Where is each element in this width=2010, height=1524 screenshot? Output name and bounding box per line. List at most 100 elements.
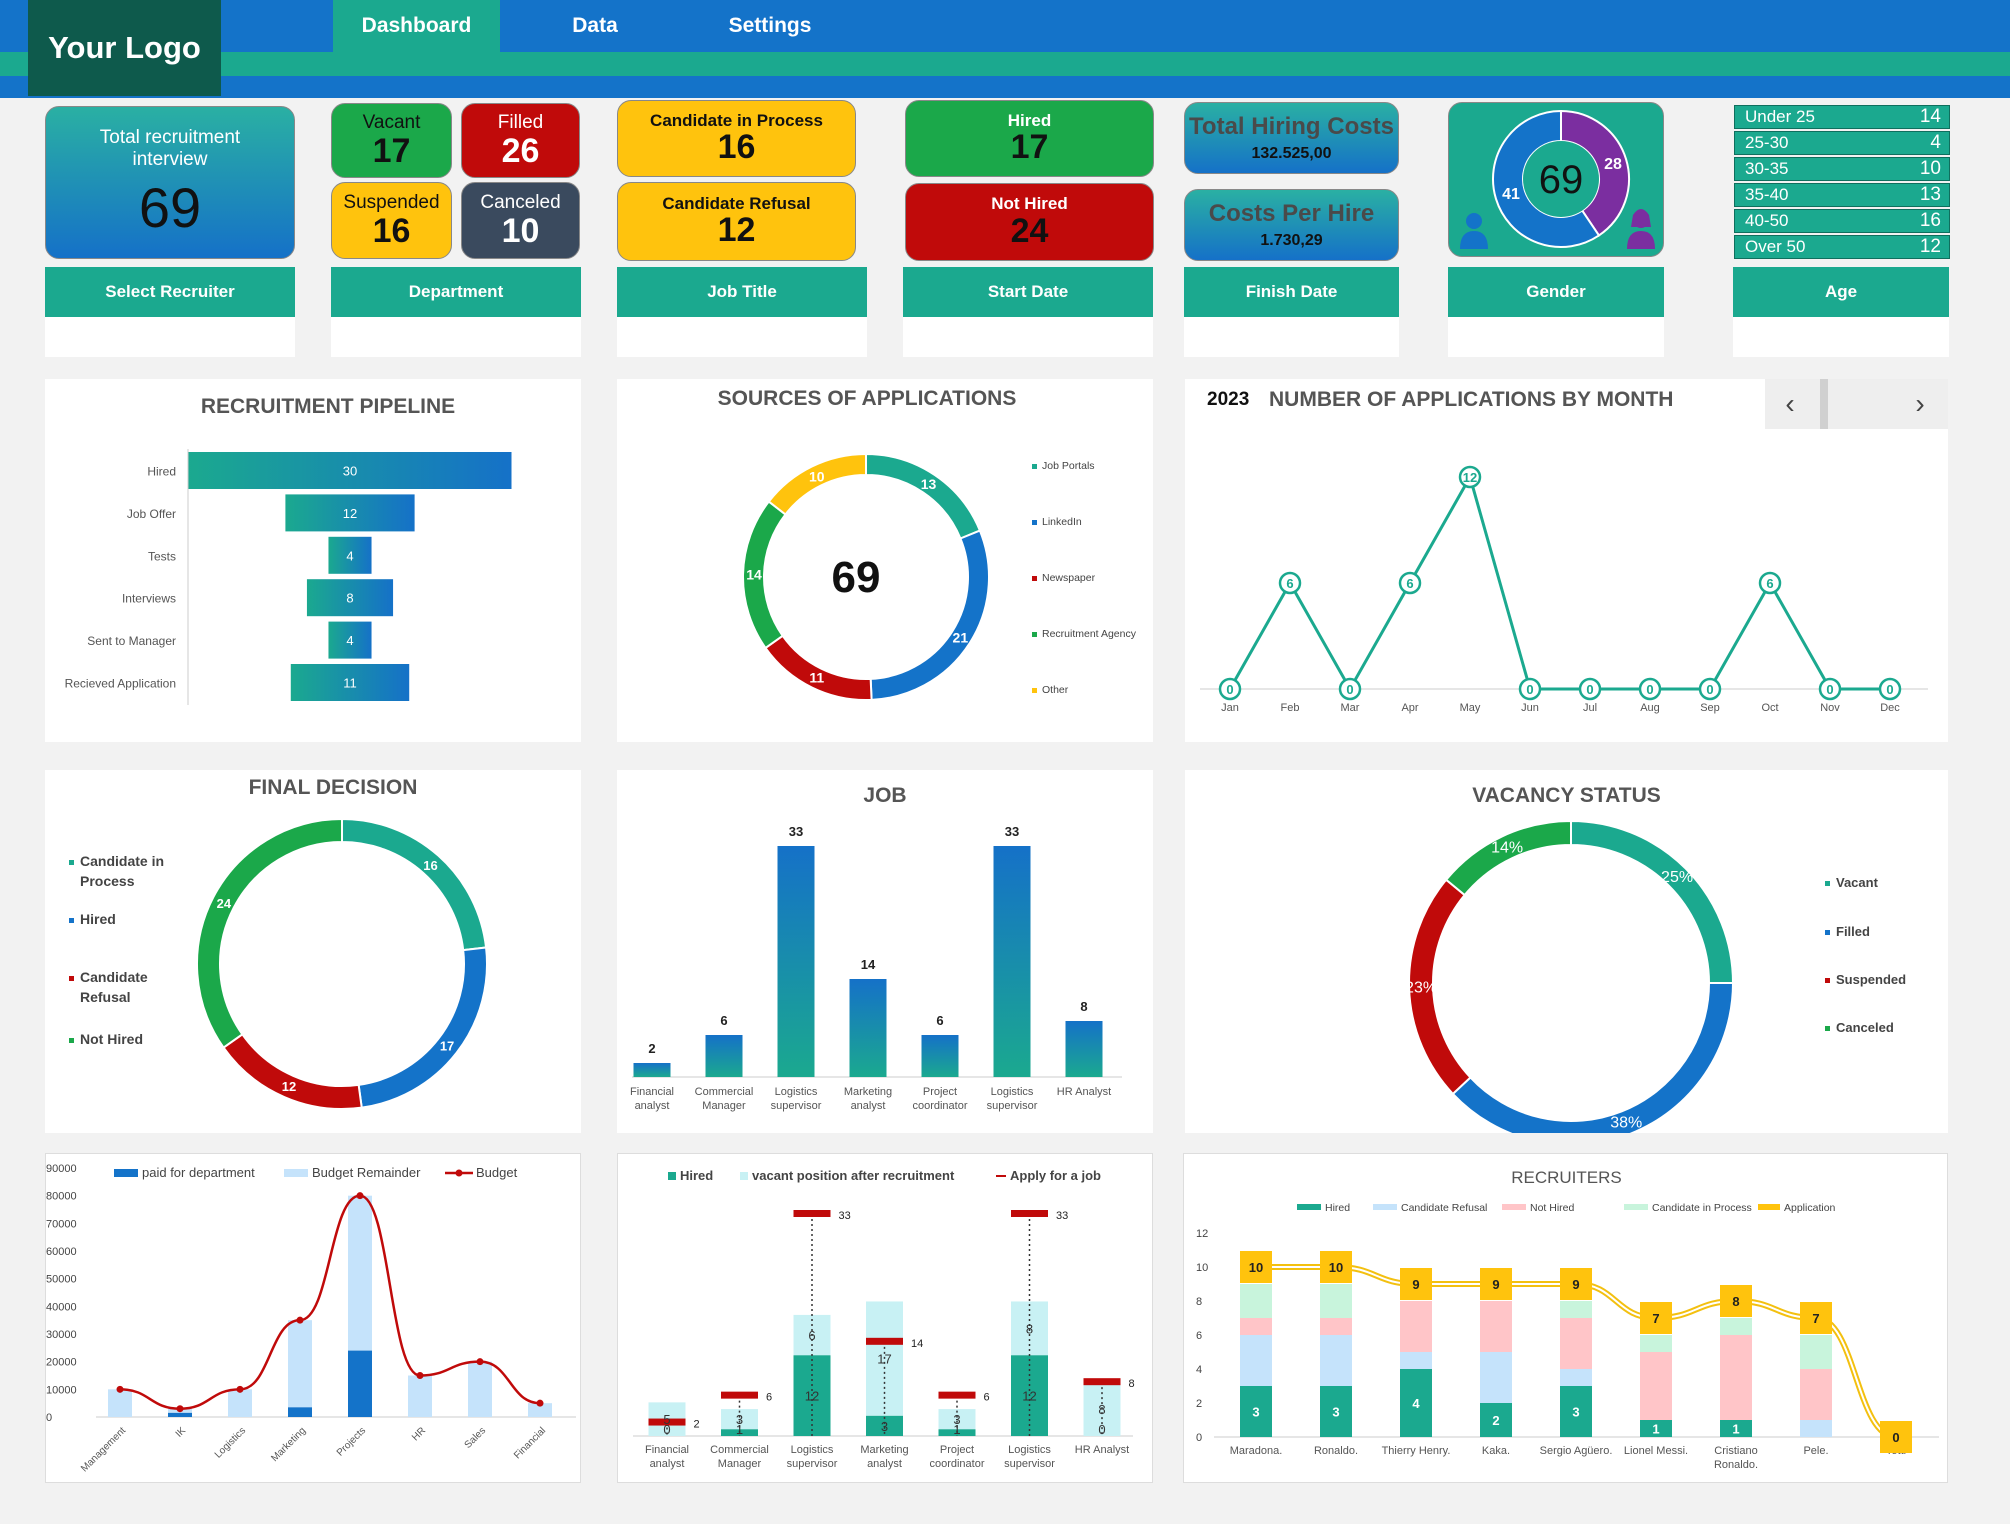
budget-category: Marketing	[269, 1425, 308, 1464]
pipeline-value: 12	[343, 506, 357, 521]
filter-start-date-label[interactable]: Start Date	[903, 267, 1153, 317]
budget-point	[536, 1399, 544, 1407]
total-hiring-costs-label: Total Hiring Costs	[1189, 113, 1394, 141]
filter-age[interactable]: Age	[1733, 267, 1949, 357]
chevron-left-icon[interactable]: ‹	[1785, 388, 1795, 419]
legend-swatch	[1825, 978, 1830, 983]
filter-department-box[interactable]	[331, 317, 581, 357]
applications-by-month-panel: 2023 NUMBER OF APPLICATIONS BY MONTH ‹ ›…	[1185, 379, 1948, 742]
application-marker	[1720, 1285, 1752, 1317]
vacant-value: 5	[663, 1412, 670, 1427]
budget-point	[176, 1405, 184, 1413]
recruitment-pipeline-chart: 30 Hired 12 Job Offer 4 Tests 8 Interviews 4 Sent…	[65, 449, 512, 705]
sources-center-value: 69	[832, 553, 881, 602]
filter-gender-label[interactable]: Gender	[1448, 267, 1664, 317]
monthly-point	[1698, 677, 1722, 701]
recruiter-bar-candidate-refusal	[1800, 1420, 1832, 1437]
hired-card: Hired 17	[905, 100, 1154, 177]
month-slicer	[1765, 379, 1948, 429]
budget-remainder-bar	[468, 1361, 492, 1417]
legend-swatch	[1032, 520, 1037, 525]
filter-department-label[interactable]: Department	[331, 267, 581, 317]
job-category-line2: supervisor	[771, 1100, 822, 1112]
job-category-line2: Manager	[702, 1100, 746, 1112]
job-category-line2: coordinator	[912, 1100, 967, 1112]
filter-select-recruiter[interactable]: Select Recruiter	[45, 267, 295, 357]
filter-gender[interactable]: Gender	[1448, 267, 1664, 357]
legend-swatch	[114, 1169, 138, 1177]
total-interview-label: Total recruitment interview	[99, 127, 241, 171]
hired-value: 17	[1010, 128, 1049, 167]
vacant-bar	[721, 1409, 758, 1430]
final-decision-chart: 16 17 12 24 Candidate in Process Hired Candidat…	[69, 817, 488, 1110]
filter-job-title-box[interactable]	[617, 317, 867, 357]
monthly-point	[1398, 571, 1422, 595]
monthly-month: Aug	[1640, 702, 1660, 714]
legend-swatch	[1297, 1204, 1321, 1210]
recruiter-bar-not-hired	[1560, 1318, 1592, 1369]
chevron-right-icon[interactable]: ›	[1915, 388, 1925, 419]
recruiter-name: Ronaldo.	[1314, 1445, 1358, 1457]
recruiter-bar-hired	[1400, 1369, 1432, 1437]
monthly-month: May	[1460, 702, 1481, 714]
budget-ytick: 10000	[46, 1384, 77, 1396]
vacant-value: 3	[736, 1412, 743, 1427]
budget-category: Projects	[335, 1425, 368, 1458]
legend-swatch	[69, 918, 74, 923]
vacant-category-line2: analyst	[867, 1458, 902, 1470]
filter-job-title[interactable]: Job Title	[617, 267, 867, 357]
pipeline-value: 11	[343, 676, 357, 691]
recruiter-bar-candidate-in-process	[1720, 1318, 1752, 1335]
filter-gender-box[interactable]	[1448, 317, 1664, 357]
canceled-label: Canceled	[480, 191, 561, 213]
vacant-category: Financial	[645, 1444, 689, 1456]
candidate-in-process-card: Candidate in Process 16	[617, 100, 856, 177]
legend-not-hired: Not Hired	[1530, 1202, 1575, 1214]
segment-label: 12	[282, 1079, 296, 1094]
hired-label: Hired	[1007, 110, 1052, 130]
filter-start-date[interactable]: Start Date	[903, 267, 1153, 357]
filter-finish-date[interactable]: Finish Date	[1184, 267, 1399, 357]
filter-department[interactable]: Department	[331, 267, 581, 357]
month-slicer-thumb[interactable]	[1820, 379, 1828, 429]
tab-dashboard[interactable]: Dashboard	[333, 0, 500, 52]
segment-candidate-in-process	[341, 817, 488, 952]
legend-label-filled: Filled	[1836, 924, 1870, 939]
legend-swatch	[69, 860, 74, 865]
tab-data[interactable]: Data	[572, 14, 618, 37]
filter-select-recruiter-box[interactable]	[45, 317, 295, 357]
recruitment-pipeline-panel: RECRUITMENT PIPELINE 30 Hired 12 Job Offer 4…	[45, 379, 581, 742]
application-marker	[1320, 1251, 1352, 1283]
application-value: 10	[1249, 1260, 1263, 1275]
job-value: 8	[1080, 999, 1087, 1014]
job-value: 33	[789, 824, 803, 839]
filter-select-recruiter-label[interactable]: Select Recruiter	[45, 267, 295, 317]
pipeline-category: Recieved Application	[65, 677, 176, 691]
segment-hired	[357, 946, 488, 1109]
filter-job-title-label[interactable]: Job Title	[617, 267, 867, 317]
costs-per-hire-value: 1.730,29	[1260, 231, 1323, 249]
pipeline-bar-tests	[328, 536, 372, 574]
age-value: 10	[1919, 158, 1941, 179]
tab-settings[interactable]: Settings	[728, 14, 812, 37]
recruiter-bar-not-hired	[1720, 1335, 1752, 1420]
age-label: Over 50	[1745, 237, 1806, 256]
filter-finish-date-label[interactable]: Finish Date	[1184, 267, 1399, 317]
recruiter-bar-hired	[1480, 1403, 1512, 1437]
sources-title: SOURCES OF APPLICATIONS	[717, 387, 1017, 410]
recruiter-bar-candidate-in-process	[1240, 1284, 1272, 1318]
filter-finish-date-box[interactable]	[1184, 317, 1399, 357]
monthly-line	[1228, 473, 1890, 693]
filter-start-date-box[interactable]	[903, 317, 1153, 357]
not-hired-card: Not Hired 24	[905, 183, 1154, 261]
filter-age-box[interactable]	[1733, 317, 1949, 357]
hired-value: 1	[953, 1422, 960, 1437]
legend-label-newspaper: Newspaper	[1042, 572, 1096, 584]
filter-age-label[interactable]: Age	[1733, 267, 1949, 317]
monthly-month: Feb	[1281, 702, 1300, 714]
filled-label: Filled	[497, 111, 544, 133]
vacant-value: 17	[877, 1352, 891, 1367]
recruiter-name-line2: Ronaldo.	[1714, 1459, 1758, 1471]
monthly-value: 0	[1226, 682, 1233, 697]
